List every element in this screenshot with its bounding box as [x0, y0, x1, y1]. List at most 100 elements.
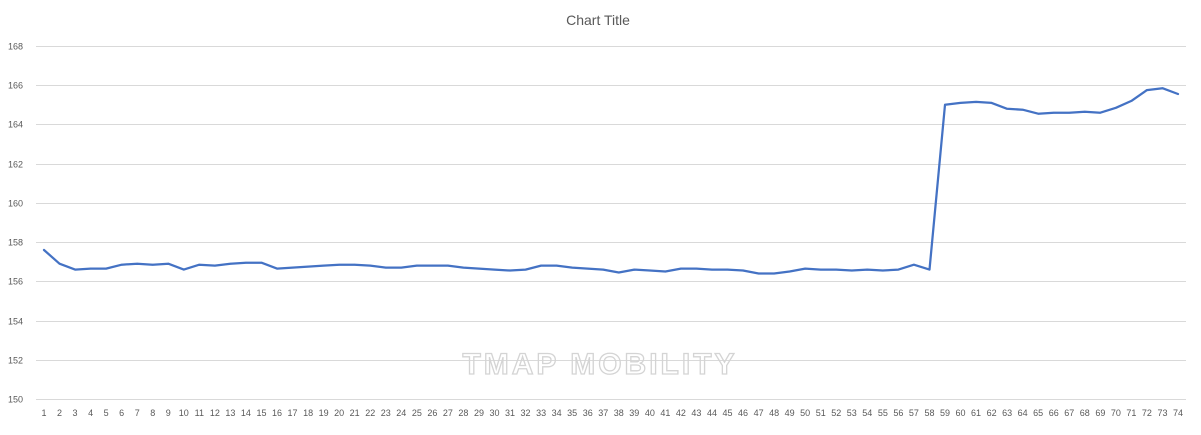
x-tick-label: 57 [909, 408, 919, 418]
data-point [1068, 111, 1071, 114]
x-tick-label: 4 [88, 408, 93, 418]
x-tick-label: 42 [676, 408, 686, 418]
x-tick-label: 34 [552, 408, 562, 418]
x-tick-label: 9 [166, 408, 171, 418]
data-point [649, 269, 651, 272]
x-tick-label: 29 [474, 408, 484, 418]
data-point [136, 262, 138, 265]
y-tick-label: 156 [8, 277, 23, 287]
x-tick-label: 45 [722, 408, 732, 418]
data-point [89, 267, 92, 270]
data-point [540, 264, 542, 267]
x-tick-label: 17 [288, 408, 298, 418]
data-point [447, 264, 449, 267]
x-tick-label: 64 [1018, 408, 1028, 418]
x-tick-label: 65 [1033, 408, 1043, 418]
x-tick-label: 27 [443, 408, 453, 418]
x-tick-label: 41 [660, 408, 670, 418]
data-point [680, 267, 682, 270]
x-tick-label: 22 [365, 408, 375, 418]
data-point [819, 268, 822, 271]
x-tick-label: 62 [987, 408, 997, 418]
data-point [944, 104, 946, 106]
x-tick-label: 56 [893, 408, 903, 418]
x-tick-label: 26 [427, 408, 437, 418]
x-tick-label: 48 [769, 408, 779, 418]
data-point [913, 263, 915, 266]
x-tick-label: 54 [862, 408, 872, 418]
data-point [416, 264, 418, 267]
y-axis-tick-labels: 150 152 154 156 158 160 162 164 166 168 [8, 42, 23, 405]
data-point [602, 268, 604, 271]
x-tick-label: 52 [831, 408, 841, 418]
data-point [742, 269, 744, 272]
data-point [431, 264, 434, 267]
x-tick-label: 46 [738, 408, 748, 418]
x-tick-label: 66 [1049, 408, 1059, 418]
data-point [711, 268, 713, 271]
x-tick-label: 55 [878, 408, 888, 418]
x-tick-label: 25 [412, 408, 422, 418]
data-point [276, 267, 278, 270]
data-point [975, 101, 977, 103]
x-tick-label: 14 [241, 408, 251, 418]
watermark-logo: TMAP MOBILITY [462, 348, 737, 381]
data-point [353, 263, 356, 266]
x-tick-label: 24 [396, 408, 406, 418]
data-point [307, 265, 309, 268]
x-tick-label: 11 [195, 408, 204, 418]
x-tick-label: 71 [1126, 408, 1136, 418]
data-point [804, 267, 806, 270]
x-tick-label: 8 [150, 408, 155, 418]
data-point [1052, 111, 1055, 114]
data-point [1115, 107, 1117, 109]
data-point [851, 269, 853, 272]
y-tick-label: 158 [8, 238, 23, 248]
x-tick-label: 53 [847, 408, 857, 418]
data-point [462, 266, 465, 269]
data-point [478, 267, 480, 270]
data-point [788, 270, 791, 273]
x-tick-label: 44 [707, 408, 717, 418]
data-point [74, 268, 76, 271]
data-point [1161, 87, 1164, 89]
data-point [183, 268, 185, 271]
data-point [322, 264, 325, 267]
data-point [1099, 111, 1102, 114]
data-point [151, 263, 154, 266]
x-tick-label: 40 [645, 408, 655, 418]
data-point [338, 263, 341, 266]
data-point [1021, 108, 1024, 111]
x-tick-label: 69 [1095, 408, 1105, 418]
x-tick-label: 36 [583, 408, 593, 418]
data-point [835, 268, 837, 271]
data-point [757, 272, 760, 275]
data-point [618, 271, 620, 274]
x-tick-label: 1 [41, 408, 46, 418]
x-tick-label: 16 [272, 408, 282, 418]
x-tick-label: 72 [1142, 408, 1152, 418]
x-tick-label: 10 [179, 408, 189, 418]
x-tick-label: 43 [691, 408, 701, 418]
x-tick-label: 39 [629, 408, 639, 418]
data-point [493, 268, 496, 271]
data-point [214, 264, 216, 267]
data-point [291, 266, 294, 269]
y-tick-label: 164 [8, 120, 23, 130]
x-tick-label: 74 [1173, 408, 1183, 418]
data-point [120, 263, 123, 266]
x-tick-label: 67 [1064, 408, 1074, 418]
x-tick-label: 38 [614, 408, 624, 418]
x-tick-label: 32 [521, 408, 531, 418]
x-tick-label: 73 [1157, 408, 1167, 418]
data-point [245, 261, 247, 264]
data-point [198, 263, 201, 266]
data-point [524, 268, 527, 271]
x-tick-label: 33 [536, 408, 546, 418]
x-tick-label: 70 [1111, 408, 1121, 418]
x-tick-label: 31 [505, 408, 515, 418]
data-point [58, 262, 61, 265]
data-point [586, 267, 589, 270]
chart-title: Chart Title [566, 12, 630, 28]
